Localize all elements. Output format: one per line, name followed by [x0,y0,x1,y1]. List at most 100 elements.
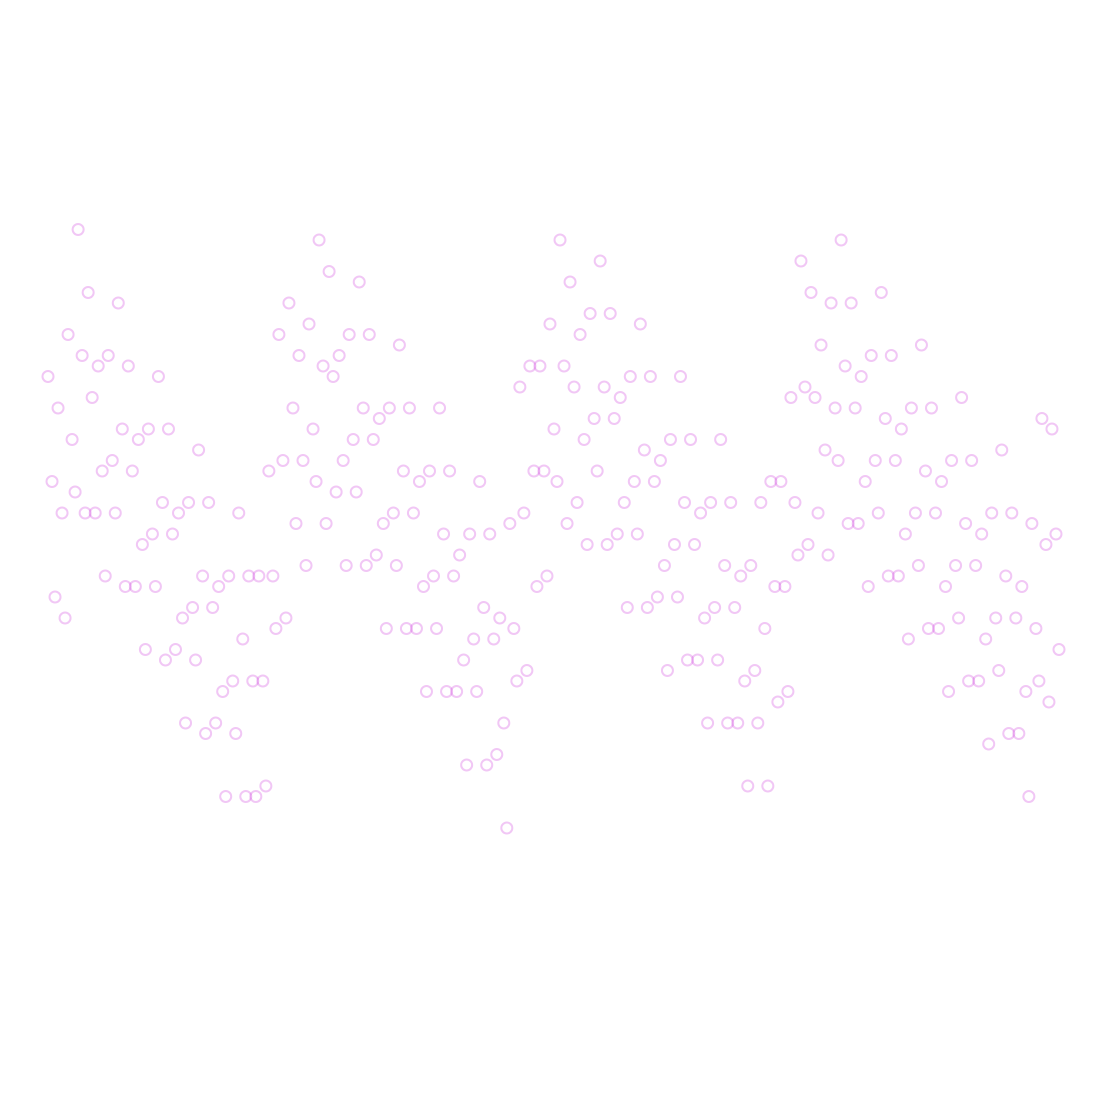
point [423,464,437,478]
point [691,653,705,667]
point [196,569,210,583]
point [771,695,785,709]
point [513,380,527,394]
point [226,674,240,688]
point [118,580,132,593]
point [972,674,986,688]
point [814,338,828,352]
point [1042,695,1056,709]
point [81,286,95,299]
point [891,569,905,583]
point [68,485,82,499]
point [145,527,159,541]
point [192,443,206,457]
point [808,391,822,404]
point [688,538,702,551]
point [731,716,745,730]
point [352,275,366,289]
point [91,359,105,373]
point [437,527,451,541]
point [108,506,122,520]
point [935,475,949,488]
point [734,569,748,583]
point [523,359,537,373]
point [678,496,692,509]
point [871,506,885,520]
point [831,454,845,467]
point [1035,412,1049,425]
point [999,569,1013,583]
point [550,475,564,488]
point [637,443,651,457]
point [848,401,862,415]
point [563,275,577,289]
point [232,506,246,520]
point [135,538,149,551]
point [607,412,621,425]
point [339,559,353,572]
point [844,296,858,310]
point [319,517,333,530]
point [266,569,280,583]
point [758,622,772,635]
point [557,359,571,373]
point [510,674,524,688]
point [858,475,872,488]
point [453,548,467,562]
point [801,538,815,551]
point [48,590,62,604]
point [861,580,875,593]
point [316,359,330,373]
point [176,611,190,625]
point [71,223,85,236]
point [748,664,762,677]
point [450,685,464,698]
point [911,559,925,572]
point [366,433,380,446]
point [570,496,584,509]
point [292,349,306,362]
point [751,716,765,730]
point [209,716,223,730]
point [728,601,742,614]
point [888,454,902,467]
point [647,475,661,488]
point [590,464,604,478]
point [148,580,162,593]
point [667,538,681,551]
point [95,464,109,478]
point [721,716,735,730]
point [623,370,637,383]
point [98,569,112,583]
point [51,401,65,415]
point [841,517,855,530]
point [336,454,350,467]
point [1032,674,1046,688]
point [798,380,812,394]
point [908,506,922,520]
point [593,254,607,268]
point [169,643,183,656]
point [309,475,323,488]
point [781,685,795,698]
point [567,380,581,394]
point [1045,422,1059,436]
point [600,538,614,551]
point [791,548,805,562]
point [794,254,808,268]
point [620,601,634,614]
point [537,464,551,478]
point [774,475,788,488]
point [955,391,969,404]
point [349,485,363,499]
point [427,569,441,583]
point [982,737,996,751]
point [473,475,487,488]
point [640,601,654,614]
point [613,391,627,404]
point [708,601,722,614]
point [738,674,752,688]
point [379,622,393,635]
point [959,517,973,530]
